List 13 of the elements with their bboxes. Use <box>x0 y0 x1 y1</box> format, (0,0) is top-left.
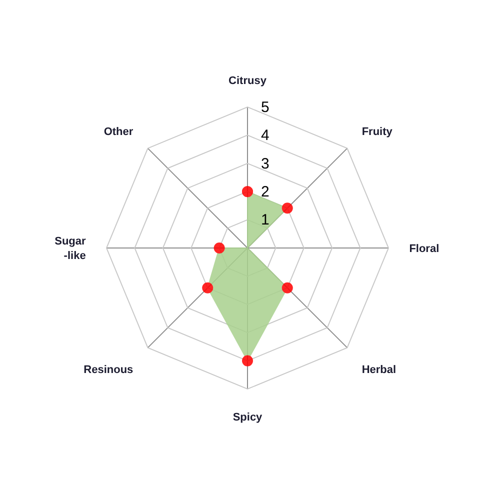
spoke-label: Sugar -like <box>54 236 87 262</box>
spoke-label: Resinous <box>84 364 134 376</box>
spoke-label: Floral <box>409 242 440 255</box>
spoke-label: Herbal <box>362 364 396 376</box>
spoke-label: Fruity <box>362 126 394 138</box>
y-tick-label: 4 <box>261 127 270 144</box>
spoke-label: Other <box>104 126 134 138</box>
y-tick-label: 5 <box>261 98 270 116</box>
y-tick-label: 3 <box>261 155 270 172</box>
spoke-label: Spicy <box>232 412 264 424</box>
y-tick-label: 2 <box>261 183 270 200</box>
y-tick-label: 1 <box>261 212 270 229</box>
spoke-label: Citrusy <box>228 75 268 88</box>
